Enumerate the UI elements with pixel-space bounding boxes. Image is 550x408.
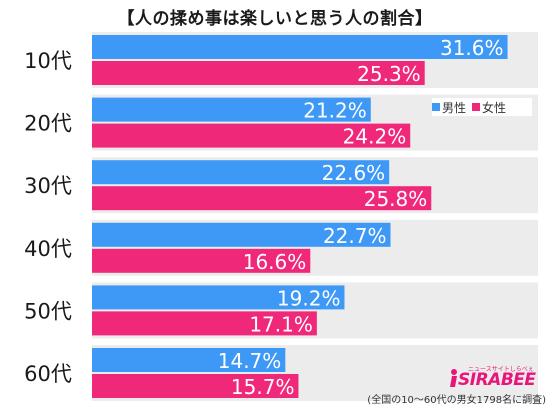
- legend-item-male: 男性: [432, 99, 466, 116]
- data-label-male: 19.2%: [277, 286, 341, 310]
- sirabee-logo: ニュースサイトしらべぇ SIRABEE: [448, 366, 536, 390]
- legend-item-female: 女性: [472, 99, 506, 116]
- legend: 男性 女性: [432, 98, 532, 116]
- data-label-male: 22.7%: [323, 224, 387, 248]
- bar-female: [92, 248, 311, 273]
- chart-title: 【人の揉め事は楽しいと思う人の割合】: [117, 9, 433, 29]
- labels-layer: 10代 31.6% 25.3% 20代 21.2%24.2% 30代 22.6%25.8% 4…: [24, 36, 503, 399]
- category-label: 20代: [24, 112, 72, 136]
- bar-male: [92, 97, 371, 122]
- data-label-male: 31.6%: [440, 36, 504, 60]
- data-label-female: 17.1%: [249, 312, 313, 336]
- logo-text: SIRABEE: [458, 370, 536, 390]
- category-panels: [92, 32, 538, 401]
- category-label: 30代: [24, 174, 72, 198]
- legend-swatch-female: [472, 103, 481, 111]
- logo-mark-icon: [450, 369, 457, 387]
- bar-male: [92, 348, 286, 372]
- bar-female: [92, 123, 411, 148]
- bar-female: [92, 61, 425, 85]
- data-label-female: 15.7%: [231, 375, 295, 399]
- logo-tagline: ニュースサイトしらべぇ: [468, 366, 534, 373]
- bar-male: [92, 285, 345, 310]
- data-label-male: 14.7%: [218, 349, 282, 373]
- data-label-female: 25.3%: [357, 62, 421, 86]
- data-label-female: 16.6%: [243, 250, 307, 274]
- data-label-male: 21.2%: [303, 99, 367, 123]
- bar-male: [92, 222, 391, 247]
- bar-female: [92, 374, 299, 398]
- category-label: 10代: [24, 49, 72, 73]
- legend-swatch-male: [432, 103, 440, 111]
- survey-footnote: (全国の10～60代の男女1798名に調査): [367, 395, 546, 406]
- category-label: 60代: [24, 362, 72, 386]
- bar-female: [92, 186, 432, 211]
- legend-label-female: 女性: [482, 100, 507, 115]
- data-label-female: 25.8%: [364, 187, 428, 211]
- bar-male: [92, 35, 508, 59]
- bar-male: [92, 160, 390, 185]
- bar-female: [92, 311, 317, 336]
- legend-label-male: 男性: [442, 100, 467, 115]
- data-label-male: 22.6%: [322, 161, 386, 185]
- category-label: 50代: [24, 299, 72, 323]
- category-label: 40代: [24, 237, 72, 261]
- data-label-female: 24.2%: [343, 125, 407, 149]
- bars-layer: [92, 35, 508, 398]
